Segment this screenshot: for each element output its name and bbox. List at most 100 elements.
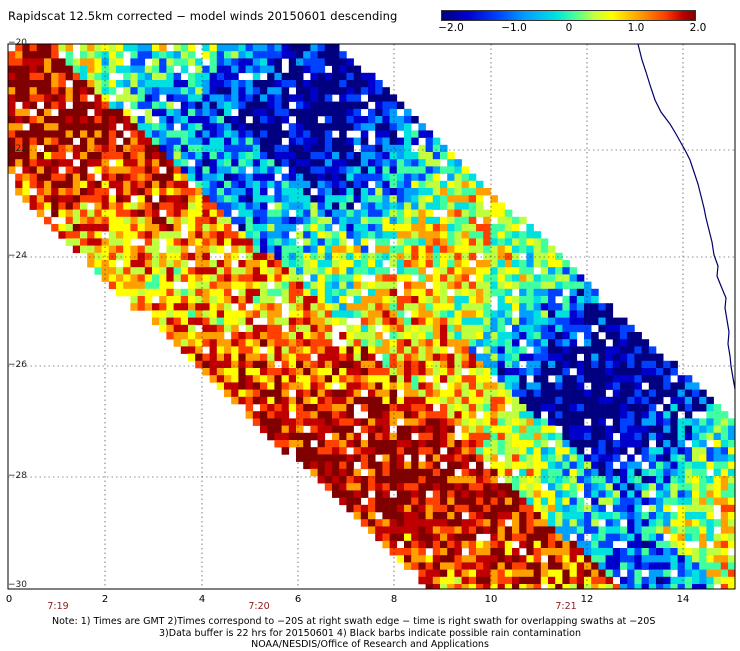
swath-cell <box>116 238 124 246</box>
swath-cell <box>497 526 506 534</box>
swath-cell <box>670 468 678 477</box>
swath-cell <box>281 332 290 340</box>
swath-cell <box>468 216 477 225</box>
swath-cell <box>209 94 218 102</box>
swath-cell <box>296 173 304 182</box>
swath-cell <box>605 555 614 563</box>
swath-cell <box>684 454 693 462</box>
swath-cell <box>519 519 527 527</box>
swath-cell <box>454 504 462 513</box>
swath-cell <box>368 188 376 196</box>
swath-cell <box>152 310 160 318</box>
swath-cell <box>332 123 340 131</box>
swath-cell <box>555 454 563 462</box>
swath-cell <box>267 80 275 88</box>
swath-cell <box>339 353 347 362</box>
swath-cell <box>447 540 455 549</box>
swath-cell <box>65 202 74 210</box>
swath-cell <box>310 274 318 282</box>
swath-cell <box>296 396 304 405</box>
swath-cell <box>512 303 520 311</box>
swath-cell <box>72 180 81 189</box>
swath-cell <box>360 267 369 275</box>
swath-cell <box>404 245 412 254</box>
swath-cell <box>310 303 318 311</box>
swath-cell <box>519 447 527 455</box>
swath-cell <box>267 303 275 311</box>
swath-cell <box>576 584 585 590</box>
swath-cell <box>411 519 419 527</box>
swath-cell <box>548 569 556 578</box>
swath-cell <box>382 519 390 527</box>
swath-cell <box>166 317 174 326</box>
swath-cell <box>339 296 347 304</box>
swath-cell <box>65 173 74 182</box>
swath-cell <box>216 137 225 146</box>
swath-cell <box>296 195 304 203</box>
swath-cell <box>368 296 376 304</box>
swath-cell <box>411 216 419 225</box>
swath-cell <box>108 209 117 218</box>
swath-cell <box>677 375 686 383</box>
swath-cell <box>612 468 621 477</box>
swath-cell <box>569 555 578 563</box>
swath-cell <box>245 317 254 326</box>
swath-cell <box>108 274 117 282</box>
swath-cell <box>641 375 650 383</box>
swath-cell <box>584 396 592 405</box>
swath-cell <box>670 483 678 491</box>
swath-cell <box>382 296 390 304</box>
swath-cell <box>80 72 88 81</box>
swath-cell <box>195 80 203 88</box>
swath-cell <box>274 339 282 347</box>
swath-cell <box>368 152 376 160</box>
swath-cell <box>166 296 174 304</box>
swath-cell <box>332 116 340 124</box>
swath-cell <box>497 548 506 556</box>
swath-cell <box>432 476 441 484</box>
swath-cell <box>483 238 491 246</box>
swath-cell <box>432 180 441 189</box>
swath-cell <box>317 144 326 153</box>
swath-cell <box>396 526 405 534</box>
swath-cell <box>411 497 419 506</box>
swath-cell <box>245 346 254 354</box>
swath-cell <box>382 382 390 390</box>
swath-cell <box>605 476 614 484</box>
swath-cell <box>29 123 38 131</box>
swath-cell <box>238 87 246 95</box>
swath-cell <box>411 562 419 570</box>
swath-cell <box>317 267 326 275</box>
swath-cell <box>123 202 131 210</box>
swath-cell <box>58 108 66 117</box>
swath-cell <box>310 231 318 239</box>
swath-cell <box>476 490 484 498</box>
swath-cell <box>94 231 102 239</box>
swath-cell <box>29 159 38 167</box>
swath-cell <box>663 540 671 549</box>
swath-cell <box>44 195 52 203</box>
swath-cell <box>490 332 498 340</box>
swath-cell <box>317 274 326 282</box>
swath-cell <box>252 130 261 138</box>
swath-cell <box>396 346 405 354</box>
swath-cell <box>368 87 376 95</box>
swath-cell <box>656 526 664 534</box>
swath-cell <box>684 584 693 590</box>
swath-cell <box>540 245 549 254</box>
swath-cell <box>404 562 412 570</box>
swath-cell <box>152 281 160 290</box>
swath-cell <box>166 202 174 210</box>
swath-cell <box>663 555 671 563</box>
swath-cell <box>432 152 441 160</box>
swath-cell <box>274 368 282 376</box>
swath-cell <box>310 130 318 138</box>
swath-cell <box>274 195 282 203</box>
swath-cell <box>454 512 462 520</box>
swath-cell <box>80 123 88 131</box>
swath-cell <box>339 281 347 290</box>
swath-cell <box>497 404 506 412</box>
swath-cell <box>252 202 261 210</box>
swath-cell <box>159 281 167 290</box>
swath-cell <box>339 440 347 448</box>
